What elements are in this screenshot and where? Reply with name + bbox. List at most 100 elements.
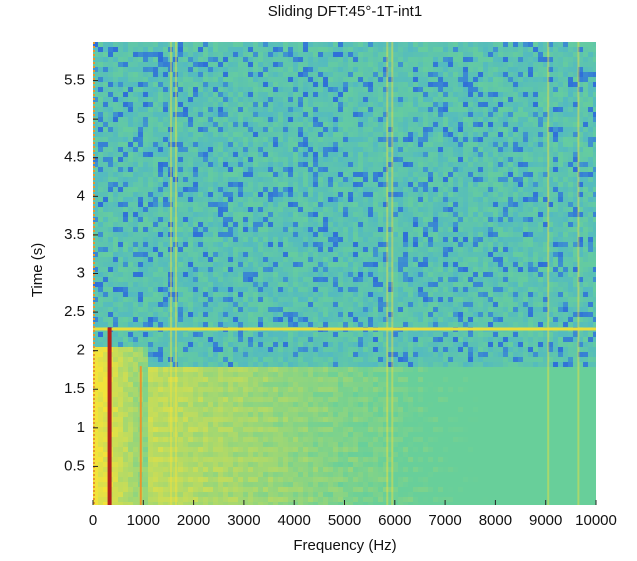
spectrogram-cell [463, 77, 468, 82]
spectrogram-cell [478, 82, 483, 87]
spectrogram-cell [118, 57, 123, 62]
spectrogram-cell [208, 52, 213, 57]
spectrogram-cell [563, 42, 568, 47]
spectrogram-cell [128, 57, 133, 62]
spectrogram-cell [198, 107, 203, 112]
spectrogram-cell [588, 122, 593, 127]
spectrogram-cell [283, 157, 288, 162]
spectrogram-cell [253, 87, 258, 92]
spectrogram-cell [428, 262, 433, 267]
spectrogram-cell [593, 207, 596, 212]
spectrogram-cell [453, 97, 458, 102]
spectrogram-cell [488, 182, 493, 187]
spectrogram-cell [593, 87, 596, 92]
spectrogram-cell [483, 242, 488, 247]
spectrogram-cell [438, 202, 443, 207]
spectrogram-cell [263, 237, 268, 242]
spectrogram-cell [393, 52, 398, 57]
spectrogram-cell [503, 137, 508, 142]
spectrogram-cell [298, 132, 303, 137]
spectrogram-cell [358, 52, 363, 57]
spectrogram-cell [153, 287, 158, 292]
spectrogram-cell [558, 172, 563, 177]
spectrogram-cell [488, 122, 493, 127]
spectrogram-cell [293, 167, 298, 172]
spectrogram-cell [398, 97, 403, 102]
spectrogram-cell [293, 232, 298, 237]
spectrogram-cell [218, 192, 223, 197]
spectrogram-cell [98, 47, 103, 52]
spectrogram-cell [328, 267, 333, 272]
spectrogram-cell [443, 152, 448, 157]
spectrogram-cell [373, 192, 378, 197]
spectrogram-cell [288, 162, 293, 167]
spectrogram-cell [523, 147, 528, 152]
spectrogram-cell [513, 232, 518, 237]
spectrogram-cell [398, 202, 403, 207]
spectrogram-cell [523, 227, 528, 232]
spectrogram-cell [538, 182, 543, 187]
spectrogram-cell [158, 127, 163, 132]
spectrogram-cell [188, 237, 193, 242]
spectrogram-cell [363, 277, 368, 282]
spectrogram-cell [293, 92, 298, 97]
spectrogram-cell [193, 52, 198, 57]
spectrogram-cell [498, 77, 503, 82]
spectrogram-cell [368, 87, 373, 92]
spectrogram-cell [193, 197, 198, 202]
spectrogram-cell [258, 267, 263, 272]
spectrogram-cell [143, 227, 148, 232]
spectrogram-cell [403, 197, 408, 202]
spectrogram-cell [228, 162, 233, 167]
spectrogram-cell [233, 187, 238, 192]
spectrogram-cell [238, 287, 243, 292]
spectrogram-cell [408, 77, 413, 82]
spectrogram-cell [438, 222, 443, 227]
spectrogram-cell [458, 82, 463, 87]
spectrogram-cell [363, 247, 368, 252]
spectrogram-cell [568, 282, 573, 287]
spectrogram-cell [428, 112, 433, 117]
spectrogram-cell [353, 167, 358, 172]
spectrogram-cell [328, 92, 333, 97]
spectrogram-cell [143, 77, 148, 82]
spectrogram-cell [223, 132, 228, 137]
spectrogram-cell [243, 77, 248, 82]
spectrogram-cell [238, 92, 243, 97]
spectrogram-cell [593, 247, 596, 252]
spectrogram-cell [593, 132, 596, 137]
spectrogram-cell [268, 147, 273, 152]
spectrogram-cell [333, 62, 338, 67]
spectrogram-cell [283, 172, 288, 177]
spectrogram-cell [288, 112, 293, 117]
spectrogram-cell [218, 92, 223, 97]
spectrogram-cell [138, 217, 143, 222]
spectrogram-cell [393, 182, 398, 187]
spectrogram-cell [338, 152, 343, 157]
spectrogram-cell [413, 147, 418, 152]
spectrogram-cell [98, 197, 103, 202]
spectrogram-cell [523, 62, 528, 67]
spectrogram-cell [483, 227, 488, 232]
spectrogram-cell [273, 77, 278, 82]
spectrogram-cell [298, 142, 303, 147]
spectrogram-cell [268, 47, 273, 52]
spectrogram-cell [353, 82, 358, 87]
spectrogram-cell [483, 252, 488, 257]
spectrogram-cell [438, 102, 443, 107]
spectrogram-cell [403, 182, 408, 187]
spectrogram-cell [273, 82, 278, 87]
spectrogram-cell [563, 102, 568, 107]
spectrogram-cell [208, 157, 213, 162]
spectrogram-cell [263, 122, 268, 127]
spectrogram-cell [453, 217, 458, 222]
spectrogram-cell [113, 212, 118, 217]
spectrogram-cell [248, 122, 253, 127]
spectrogram-cell [113, 172, 118, 177]
spectrogram-cell [108, 142, 113, 147]
spectrogram-cell [408, 107, 413, 112]
spectrogram-cell [408, 42, 413, 47]
spectrogram-cell [223, 197, 228, 202]
spectrogram-cell [343, 277, 348, 282]
spectrogram-cell [268, 132, 273, 137]
